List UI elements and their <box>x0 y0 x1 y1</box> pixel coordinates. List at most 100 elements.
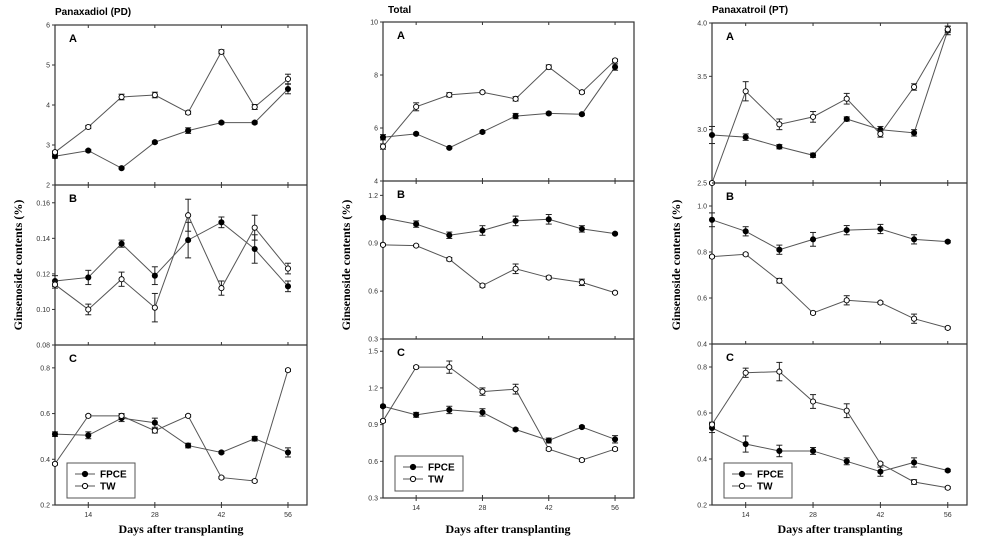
data-point <box>612 57 619 64</box>
y-tick-label: 3 <box>46 143 50 150</box>
x-axis-label: Days after transplanting <box>777 522 902 536</box>
data-point <box>251 435 258 442</box>
series-tw <box>708 25 951 187</box>
data-point <box>612 446 619 453</box>
legend-marker <box>738 482 746 490</box>
data-point <box>413 242 420 249</box>
panel-A: A 2 3 4 5 6 <box>46 23 292 190</box>
panel-B: B 0.3 0.6 0.9 1.2 <box>368 180 634 344</box>
x-tick-label: 14 <box>84 512 92 519</box>
x-tick-label: 28 <box>479 505 487 512</box>
data-point <box>85 432 92 439</box>
series-line <box>382 217 616 236</box>
data-point <box>512 113 519 120</box>
series-line <box>711 253 948 329</box>
data-point <box>545 216 552 223</box>
data-point <box>413 103 420 110</box>
data-point <box>284 449 292 456</box>
panel-label: B <box>69 193 77 205</box>
series-line <box>382 66 616 149</box>
data-point <box>545 274 552 281</box>
data-point <box>944 484 951 491</box>
y-tick-label: 0.4 <box>697 342 707 349</box>
data-point <box>843 95 850 102</box>
y-tick-label: 1.2 <box>368 385 378 392</box>
data-point <box>284 367 292 374</box>
data-point <box>911 315 918 322</box>
data-point <box>479 409 486 416</box>
data-point <box>843 407 850 414</box>
data-point <box>512 217 519 224</box>
panel-label: B <box>726 191 734 203</box>
data-point <box>151 427 158 434</box>
data-point <box>578 424 585 431</box>
data-point <box>776 143 783 150</box>
data-point <box>612 230 619 237</box>
data-point <box>118 276 125 283</box>
data-point <box>446 232 453 239</box>
y-tick-label: 6 <box>46 23 50 30</box>
data-point <box>284 75 292 83</box>
legend-box <box>66 462 136 499</box>
data-point <box>843 458 850 465</box>
data-point <box>251 224 258 231</box>
data-point <box>578 111 585 118</box>
chart-column-1: Total Ginsenoside contents (%) Days after … <box>339 5 635 536</box>
y-tick-label: 0.10 <box>36 307 50 314</box>
data-point <box>776 447 783 455</box>
data-point <box>545 64 552 71</box>
data-point <box>911 478 918 486</box>
data-point <box>118 240 125 247</box>
panel-label: C <box>726 352 734 364</box>
data-point <box>85 412 92 419</box>
y-tick-label: 0.4 <box>40 457 50 464</box>
y-tick-label: 0.4 <box>697 457 707 464</box>
data-point <box>612 436 619 443</box>
data-point <box>479 227 486 234</box>
data-point <box>512 95 519 102</box>
data-point <box>612 64 619 71</box>
series-tw <box>379 241 619 296</box>
plot-frame <box>382 21 635 499</box>
data-point <box>251 103 258 111</box>
data-point <box>809 236 817 243</box>
data-point <box>185 109 192 116</box>
series-line <box>54 369 289 482</box>
data-point <box>545 437 552 444</box>
data-point <box>512 386 519 393</box>
legend-label: FPCE <box>757 470 784 481</box>
data-point <box>742 440 749 448</box>
data-point <box>413 221 420 228</box>
series-line <box>382 366 616 461</box>
data-point <box>776 246 783 253</box>
data-point <box>911 236 918 243</box>
y-tick-label: 0.12 <box>36 271 50 278</box>
data-point <box>877 299 884 306</box>
data-point <box>151 139 158 146</box>
series-line <box>54 417 289 453</box>
y-tick-label: 0.16 <box>36 200 50 207</box>
legend-box <box>394 455 464 492</box>
x-tick-label: 56 <box>611 505 619 512</box>
y-tick-label: 0.08 <box>36 343 50 350</box>
series-tw <box>51 198 292 323</box>
data-point <box>545 446 552 453</box>
data-point <box>809 398 817 405</box>
data-point <box>708 421 716 428</box>
data-point <box>413 411 420 418</box>
data-point <box>578 279 585 286</box>
legend-marker <box>81 470 89 478</box>
data-point <box>578 457 585 464</box>
data-point <box>51 281 59 288</box>
series-fpce <box>708 422 951 477</box>
panel-label: C <box>397 347 405 359</box>
data-point <box>413 130 420 137</box>
chart-title: Panaxatroil (PT) <box>712 5 788 16</box>
data-point <box>218 285 225 292</box>
series-tw <box>708 251 951 331</box>
data-point <box>185 442 192 449</box>
y-tick-label: 3.5 <box>697 74 707 81</box>
data-point <box>911 459 918 466</box>
y-tick-label: 0.6 <box>40 411 50 418</box>
